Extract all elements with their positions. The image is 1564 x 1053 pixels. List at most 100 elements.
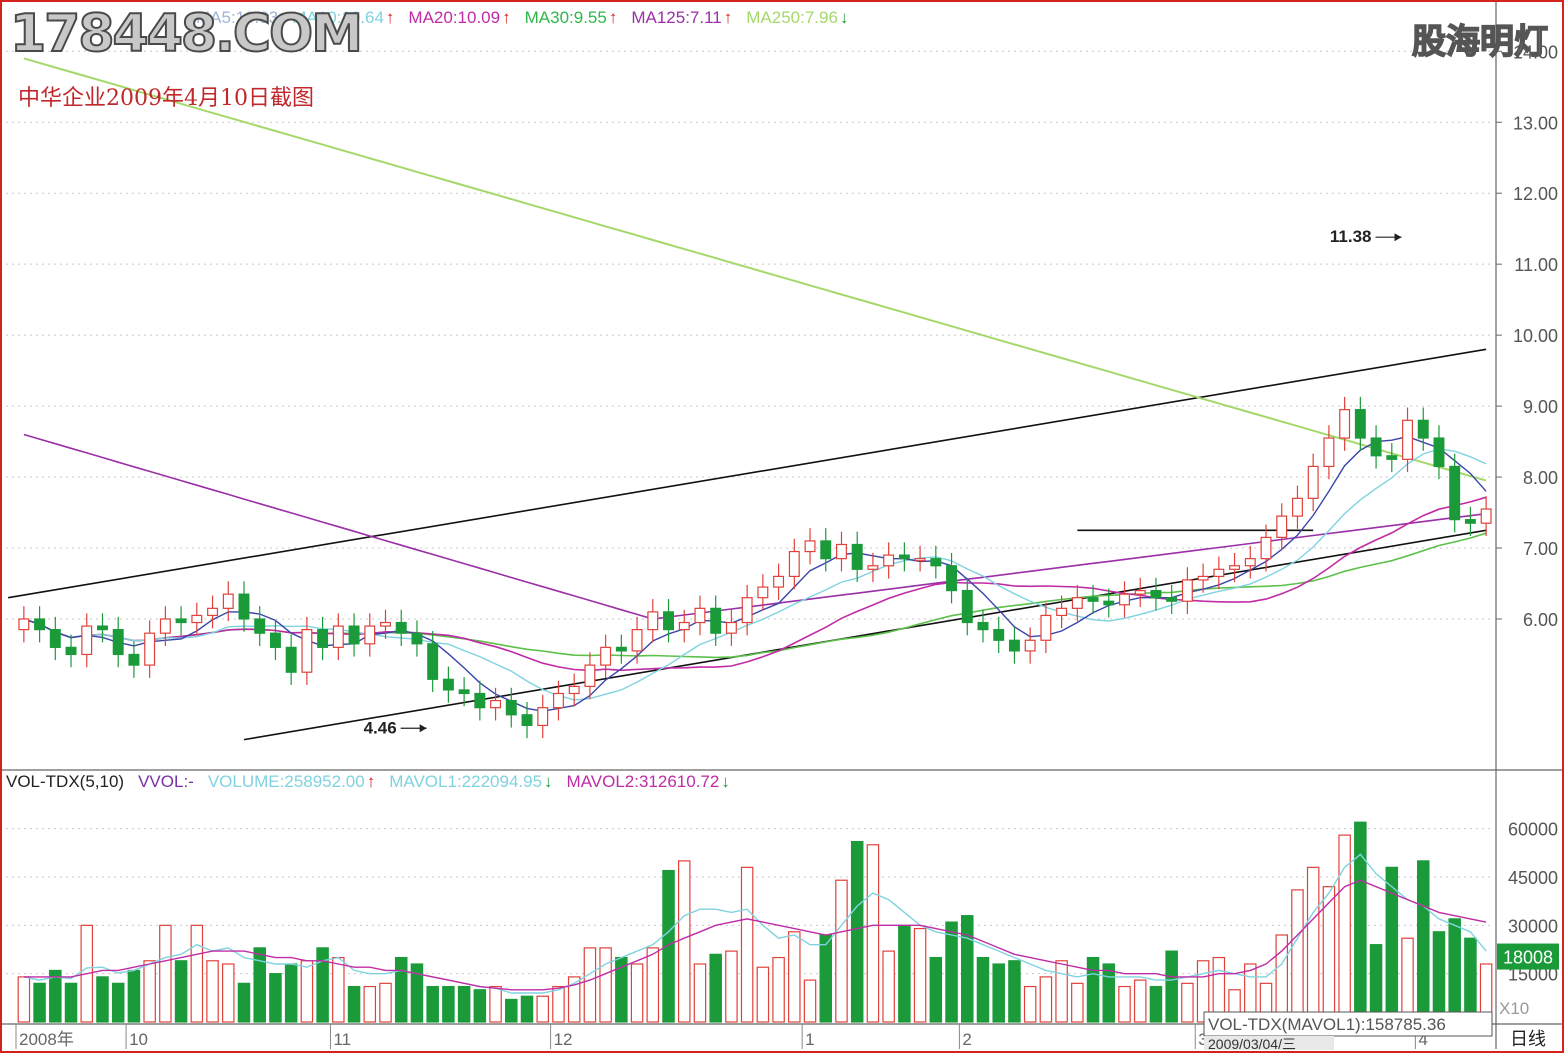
ma10-line [23,448,1487,701]
candle-body [537,707,549,727]
candle-body [269,632,281,648]
volume-bar [630,963,644,1023]
candle-body [1386,455,1398,460]
candle-body [836,543,847,560]
candle-body [1339,409,1351,439]
volume-bar [646,947,660,1023]
volume-bar [583,947,597,1023]
volume-bar [206,960,219,1023]
brand-logo: 股海明灯 [1411,21,1549,63]
ma-legend: MA5:10.83 MA10:10.64 ↑ MA20:10.09 ↑ MA30:9.55… [196,8,862,28]
volume-bar [677,860,691,1023]
period-label: 日线 [1510,1029,1546,1050]
candle-body [914,558,926,562]
volume-bar [300,960,314,1023]
candle-body [1150,589,1162,599]
volume-bar [662,869,675,1023]
ma-legend-arrow: ↑ [608,8,618,27]
volume-bar [96,976,109,1023]
candle-body [49,629,61,648]
volume-bar [945,921,958,1023]
volume-bar [1196,960,1210,1023]
volume-bar [866,844,880,1023]
x-tick-label: 2 [962,1030,971,1049]
volume-unit-label: X10 [1499,999,1529,1018]
candle-body [332,625,344,648]
candle-body [584,664,596,687]
volume-bar [693,963,707,1023]
candle-body [427,643,439,680]
volume-bar [882,950,895,1023]
candle-body [1370,437,1382,457]
volume-bar [379,982,392,1023]
volume-bar [457,985,471,1023]
volume-bar [709,953,722,1023]
chart-caption: 中华企业2009年4月10日截图 [18,86,314,111]
date-label: 2009/03/04/三 [1208,1036,1296,1052]
candle-body [1071,597,1083,609]
volume-bar [1149,985,1163,1023]
volume-bar [49,969,62,1023]
volume-bar [1039,976,1053,1023]
price-note-arrowhead [419,724,427,733]
candle-body [112,629,124,656]
volume-bar [64,982,78,1023]
volume-bar [489,985,502,1023]
watermark-logo: 178448.COM [9,3,364,65]
x-tick-label: 12 [554,1030,573,1049]
candle-body [81,625,93,656]
volume-current-badge [1497,943,1559,970]
x-tick-label: 2008年 [19,1030,74,1049]
volume-bar [992,963,1005,1023]
ma5-line [23,435,1487,712]
candle-body [364,625,376,645]
candle-body [1480,508,1492,524]
volume-bar [222,963,235,1023]
candle-body [804,540,816,553]
volume-bar [1133,979,1147,1023]
volume-bar [725,950,738,1023]
volume-bar [756,966,770,1023]
candle-body [1229,565,1241,570]
candle-body [961,589,973,624]
volume-bar [740,866,754,1023]
candle-body [977,621,989,631]
candle-body [238,593,250,620]
volume-bar [284,963,298,1023]
candle-body [867,565,879,570]
price-tick-label: 11.00 [1514,255,1558,275]
price-note-label: 4.46 [364,718,397,737]
vol-legend-arrow: ↓ [544,772,553,791]
volume-bar [1448,918,1461,1023]
date-label-box [1204,1036,1334,1050]
volume-bar [127,969,141,1023]
candle-body [65,646,77,656]
candle-body [741,597,753,624]
candle-body [930,558,942,567]
volume-bar [835,879,848,1023]
volume-bar [1071,982,1084,1023]
volume-bar [1086,956,1100,1023]
candle-body [1260,536,1272,560]
candle-body [1276,515,1288,538]
candle-body [883,554,895,567]
candle-body [1197,575,1209,581]
vol-status-box [1203,1011,1493,1037]
x-tick-label: 11 [333,1030,351,1049]
candle-body [128,653,140,666]
ma-legend-item: MA5:10.83 [196,8,279,27]
candle-body [301,629,313,673]
candle-body [678,621,690,631]
volume-bar [111,982,125,1023]
ma-legend-arrow: ↑ [385,8,395,27]
candle-body [1354,409,1366,439]
ma-legend-arrow: ↑ [502,8,511,27]
volume-bar [143,960,156,1023]
volume-tick-label: 30000 [1508,916,1558,936]
candle-body [207,607,219,617]
volume-bar [253,947,266,1023]
candle-body [1417,419,1429,439]
volume-bar [1306,866,1320,1023]
volume-bar [426,985,439,1023]
price-tick-label: 7.00 [1523,539,1558,559]
